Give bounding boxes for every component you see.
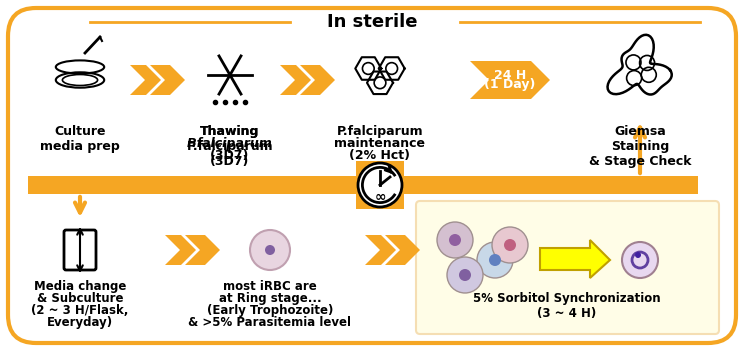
Text: 5% Sorbitol Synchronization
(3 ~ 4 H): 5% Sorbitol Synchronization (3 ~ 4 H) xyxy=(473,292,661,320)
Polygon shape xyxy=(365,235,396,265)
FancyBboxPatch shape xyxy=(416,201,719,334)
Circle shape xyxy=(437,222,473,258)
Text: 24 H: 24 H xyxy=(494,69,526,82)
Polygon shape xyxy=(540,240,610,278)
Circle shape xyxy=(358,163,402,207)
Text: (1 Day): (1 Day) xyxy=(484,78,536,91)
Circle shape xyxy=(477,242,513,278)
Circle shape xyxy=(635,252,641,258)
Polygon shape xyxy=(280,65,311,95)
Text: (Early Trophozoite): (Early Trophozoite) xyxy=(207,304,333,317)
Polygon shape xyxy=(470,61,550,99)
Polygon shape xyxy=(385,235,420,265)
Circle shape xyxy=(447,257,483,293)
Text: Culture
media prep: Culture media prep xyxy=(40,125,120,153)
Text: Thawing: Thawing xyxy=(200,125,260,138)
Text: (2 ~ 3 H/Flask,: (2 ~ 3 H/Flask, xyxy=(31,304,129,317)
Circle shape xyxy=(504,239,516,251)
Circle shape xyxy=(250,230,290,270)
Polygon shape xyxy=(130,65,161,95)
Text: & Subculture: & Subculture xyxy=(36,292,124,305)
FancyBboxPatch shape xyxy=(8,8,736,343)
Text: & >5% Parasitemia level: & >5% Parasitemia level xyxy=(188,316,351,329)
Text: ∞: ∞ xyxy=(374,190,385,204)
Text: most iRBC are: most iRBC are xyxy=(223,280,317,293)
FancyBboxPatch shape xyxy=(28,176,698,194)
Text: Giemsa
Staining
& Stage Check: Giemsa Staining & Stage Check xyxy=(589,125,691,168)
Text: (2% Hct): (2% Hct) xyxy=(350,149,411,162)
Text: P.falciparum: P.falciparum xyxy=(187,137,273,150)
Text: maintenance: maintenance xyxy=(335,137,426,150)
Text: at Ring stage...: at Ring stage... xyxy=(219,292,321,305)
Circle shape xyxy=(449,234,461,246)
Text: Everyday): Everyday) xyxy=(47,316,113,329)
Text: Thawing
P.falciparum
(3D7): Thawing P.falciparum (3D7) xyxy=(187,125,273,168)
Polygon shape xyxy=(300,65,335,95)
Text: (3D7): (3D7) xyxy=(211,149,250,162)
Circle shape xyxy=(492,227,528,263)
Circle shape xyxy=(459,269,471,281)
Circle shape xyxy=(489,254,501,266)
Polygon shape xyxy=(150,65,185,95)
Text: Media change: Media change xyxy=(33,280,126,293)
Text: P.falciparum: P.falciparum xyxy=(337,125,423,138)
Circle shape xyxy=(622,242,658,278)
Polygon shape xyxy=(165,235,196,265)
FancyBboxPatch shape xyxy=(356,161,404,209)
Circle shape xyxy=(265,245,275,255)
Text: In sterile: In sterile xyxy=(327,13,417,31)
Polygon shape xyxy=(185,235,220,265)
